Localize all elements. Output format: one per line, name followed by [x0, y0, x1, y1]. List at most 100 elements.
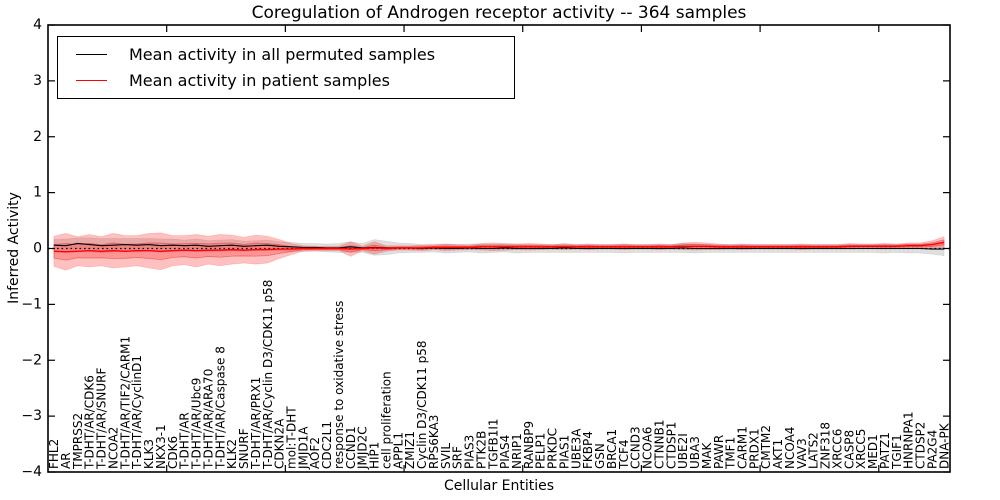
legend: Mean activity in all permuted samples Me…	[57, 36, 515, 99]
chart-title: Coregulation of Androgen receptor activi…	[251, 3, 747, 23]
y-tick-label: −4	[21, 464, 42, 480]
x-category-label: SRF	[451, 446, 465, 469]
x-category-label: response to oxidative stress	[332, 301, 346, 469]
x-category-label: TGIF1	[890, 434, 904, 470]
x-category-label: XRCC6	[830, 429, 844, 469]
x-category-label: PA2G4	[925, 430, 939, 469]
x-category-label: CTNNB1	[652, 419, 666, 469]
legend-label: Mean activity in patient samples	[129, 71, 390, 91]
x-category-label: UBA3	[688, 436, 702, 469]
x-category-label: T-DHT/AR/TIF2/CARM1	[118, 336, 132, 470]
patient-line-swatch	[76, 80, 107, 82]
x-category-label: RANBP9	[522, 421, 536, 469]
x-category-label: JMJD2C	[356, 426, 370, 470]
x-category-label: NCOA4	[783, 427, 797, 469]
x-category-label: NKX3-1	[154, 424, 168, 469]
legend-item-permuted: Mean activity in all permuted samples	[76, 45, 514, 64]
x-category-label: CDKN2A	[273, 418, 287, 469]
x-category-label: CDC2L1	[320, 421, 334, 469]
mean-line-permuted	[53, 242, 945, 250]
x-category-label: CARM1	[736, 426, 750, 469]
x-category-label: ZMIZ1	[403, 431, 417, 469]
x-category-label: mol:T-DHT	[285, 406, 299, 469]
x-category-label: SVIL	[439, 443, 453, 469]
axes-frame	[47, 24, 951, 473]
x-category-label: PATZ1	[878, 432, 892, 469]
x-category-label: AR	[59, 452, 73, 469]
x-category-label: NCOA6	[641, 427, 655, 469]
x-category-label: RPS6KA3	[427, 415, 441, 469]
x-category-label: XRCC5	[854, 429, 868, 469]
x-category-label: PIAS3	[463, 435, 477, 469]
x-category-label: AKT1	[771, 439, 785, 469]
y-tick-label: 2	[33, 129, 42, 145]
x-category-label: CTDSP2	[914, 422, 928, 469]
x-category-label: UBE3A	[569, 428, 583, 469]
x-category-label: PRDX1	[747, 428, 761, 469]
x-category-label: T-DHT/AR/SNURF	[95, 368, 109, 471]
legend-label: Mean activity in all permuted samples	[129, 44, 436, 64]
x-category-label: CDK6	[166, 436, 180, 469]
x-category-label: PIAS4	[498, 435, 512, 469]
x-category-label: PTK2B	[474, 431, 488, 469]
x-category-label: TCF4	[617, 439, 631, 470]
x-category-label: SNURF	[237, 428, 251, 469]
x-category-label: GSN	[593, 443, 607, 469]
x-category-label: FKBP4	[581, 431, 595, 469]
x-category-label: APPL1	[391, 432, 405, 469]
y-tick-label: 4	[33, 17, 42, 33]
x-category-label: CMTM2	[759, 425, 773, 469]
x-category-label: DNA-PK	[937, 422, 951, 469]
x-category-label: CCND3	[629, 426, 643, 469]
x-category-label: PRKDC	[546, 428, 560, 469]
y-tick-label: −3	[21, 408, 42, 424]
y-tick-label: −1	[21, 296, 42, 312]
x-category-label: T-DHT/AR/CyclinD1	[130, 355, 144, 470]
x-category-label: HIP1	[368, 442, 382, 469]
legend-item-patient: Mean activity in patient samples	[76, 71, 514, 90]
x-category-labels: FHL2ARTMPRSS2T-DHT/AR/CDK6T-DHT/AR/SNURF…	[47, 280, 951, 470]
x-category-label: TMF1	[724, 437, 738, 470]
x-category-label: CASP8	[842, 430, 856, 469]
x-category-label: T-DHT/AR/Ubc9	[190, 378, 204, 470]
x-category-label: BRCA1	[605, 429, 619, 469]
mean-line-patient	[53, 241, 945, 253]
x-category-label: TGFB1I1	[486, 418, 500, 470]
y-tick-label: 1	[33, 185, 42, 201]
y-tick-label: 0	[33, 241, 42, 257]
x-category-label: PIAS1	[557, 435, 571, 469]
y-tick-label: −2	[21, 352, 42, 368]
x-axis-label: Cellular Entities	[443, 478, 555, 494]
x-category-label: MED1	[866, 434, 880, 469]
x-category-label: cell proliferation	[379, 371, 393, 469]
x-category-label: CCND1	[344, 426, 358, 469]
x-category-label: KLK3	[142, 439, 156, 469]
y-tick-label: 3	[33, 73, 42, 89]
x-category-label: UBE2I	[676, 433, 690, 469]
x-category-label: T-DHT/AR/PRX1	[249, 377, 263, 470]
x-category-label: NCOA2	[106, 427, 120, 469]
confidence-bands	[53, 232, 945, 271]
x-category-label: T-DHT/AR/ARA70	[201, 369, 215, 470]
x-category-label: KLK2	[225, 439, 239, 469]
x-category-label: LATS2	[807, 432, 821, 469]
x-category-label: PELP1	[534, 433, 548, 469]
x-axis-ticks	[166, 25, 880, 472]
x-category-label: T-DHT/AR	[178, 412, 192, 470]
x-category-label: NRIP1	[510, 433, 524, 469]
x-category-label: T-DHT/AR/Caspase 8	[213, 346, 227, 470]
x-category-label: AOF2	[308, 437, 322, 469]
x-category-label: PAWR	[712, 435, 726, 469]
x-category-label: TMPRSS2	[71, 413, 85, 470]
x-category-label: CTDSP1	[664, 422, 678, 469]
x-category-label: Cyclin D3/CDK11 p58	[415, 340, 429, 469]
mean-lines	[53, 241, 945, 253]
x-category-label: T-DHT/AR/CDK6	[83, 375, 97, 470]
x-category-label: T-DHT/AR/Cyclin D3/CDK11 p58	[261, 280, 275, 470]
x-category-label: MAK	[700, 441, 714, 469]
x-category-label: ZNF318	[819, 422, 833, 469]
x-category-label: VAV3	[795, 438, 809, 469]
x-category-label: JMJD1A	[296, 426, 310, 470]
